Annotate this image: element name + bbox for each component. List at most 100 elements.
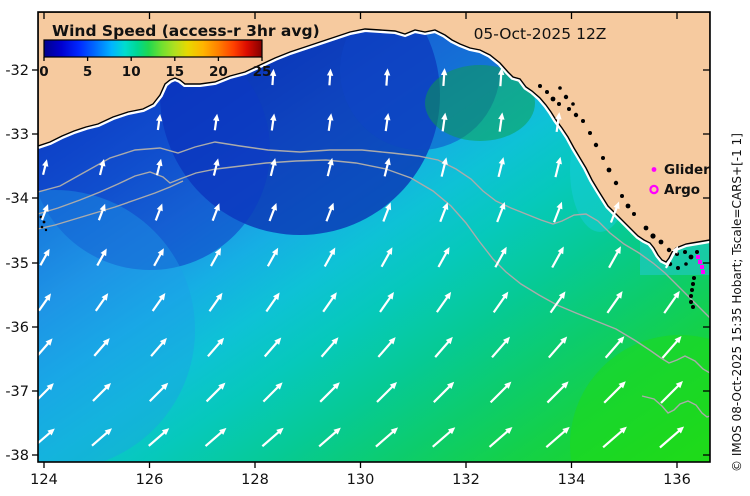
- datetime-label: 05-Oct-2025 12Z: [474, 25, 607, 43]
- platform-tracks: [689, 255, 705, 309]
- wind-arrow: [323, 247, 336, 268]
- wind-arrow: [204, 427, 227, 447]
- island-speck: [684, 262, 688, 266]
- wind-arrow: [93, 338, 110, 357]
- wind-arrow: [554, 156, 562, 178]
- argo-position-dot: [696, 255, 700, 259]
- wind-arrow: [148, 428, 170, 447]
- wind-arrow: [549, 291, 566, 314]
- island-speck: [44, 228, 48, 232]
- island-speck: [573, 112, 579, 118]
- argo-position-dot: [700, 265, 704, 269]
- wind-arrow: [40, 204, 49, 221]
- wind-arrow: [270, 113, 277, 131]
- wind-arrow: [553, 201, 563, 223]
- island-speck: [42, 220, 46, 224]
- island-speck: [593, 142, 599, 148]
- wind-arrow: [326, 68, 334, 86]
- wind-arrow: [380, 247, 393, 268]
- colorbar-tick-label: 25: [253, 64, 272, 80]
- wind-arrow: [551, 246, 564, 269]
- glider-track-dot: [689, 294, 693, 298]
- wind-arrow: [489, 381, 512, 404]
- glider-track-dot: [689, 300, 693, 304]
- wind-arrow: [603, 381, 626, 404]
- wind-arrow: [148, 382, 169, 403]
- wind-arrow: [497, 157, 505, 178]
- wind-arrow: [261, 427, 284, 448]
- island-speck: [676, 266, 680, 270]
- argo-position-dot: [701, 270, 705, 274]
- wind-arrow: [318, 427, 341, 448]
- wind-arrow: [497, 67, 505, 87]
- colorbar-tick-label: 20: [209, 64, 228, 80]
- wind-arrow: [208, 292, 223, 312]
- wind-arrow: [97, 203, 106, 221]
- glider-track-dot: [691, 305, 695, 309]
- island-speck: [601, 156, 605, 160]
- wind-arrow: [38, 428, 55, 445]
- wind-arrow: [609, 201, 620, 223]
- wind-arrow: [661, 336, 682, 359]
- wind-arrow: [269, 158, 277, 177]
- wind-arrow: [155, 114, 163, 131]
- colorbar: Wind Speed (access-r 3hr avg) 0 5 10 15 20 25: [39, 22, 319, 80]
- wind-arrow: [38, 293, 52, 312]
- island-speck: [550, 96, 556, 102]
- island-speck: [538, 84, 542, 88]
- wind-arrow: [212, 158, 220, 176]
- contour-line: [38, 141, 710, 319]
- land-australia: [38, 12, 710, 263]
- island-speck: [632, 212, 636, 216]
- lat-tick-label: -34: [5, 191, 29, 207]
- wind-arrow: [268, 203, 277, 222]
- wind-arrow: [488, 427, 513, 448]
- lon-tick-label: 126: [136, 472, 164, 488]
- wind-arrow: [439, 202, 449, 223]
- wind-arrow: [664, 246, 679, 269]
- wind-arrow: [491, 336, 510, 359]
- contour-line: [38, 180, 184, 230]
- glider-track-dot: [692, 276, 696, 280]
- island-speck: [567, 107, 571, 111]
- wind-arrow: [498, 112, 505, 132]
- wind-arrows: [38, 67, 685, 449]
- wind-arrow: [437, 247, 450, 268]
- wind-arrow: [606, 291, 623, 314]
- wind-arrow: [375, 427, 399, 448]
- wind-arrow: [153, 248, 164, 267]
- island-speck: [563, 94, 569, 100]
- contour-line: [641, 395, 710, 418]
- wind-arrow: [434, 336, 453, 358]
- wind-arrow: [41, 159, 49, 176]
- island-speck: [557, 102, 561, 106]
- wind-arrow: [326, 157, 334, 177]
- colorbar-tick-label: 10: [122, 64, 141, 80]
- island-speck: [620, 194, 624, 198]
- island-speck: [40, 225, 44, 229]
- wind-arrow: [659, 426, 685, 449]
- wind-arrow: [377, 337, 396, 358]
- island-speck: [606, 167, 612, 173]
- colorbar-ticks: 0 5 10 15 20 25: [39, 57, 271, 80]
- wind-arrow: [376, 381, 398, 403]
- wind-arrow: [496, 202, 506, 223]
- wind-arrow: [555, 112, 562, 133]
- wind-arrow: [440, 157, 448, 177]
- argo-label: Argo: [664, 182, 700, 198]
- map-border: [37, 11, 711, 463]
- lat-tick-label: -36: [5, 320, 29, 336]
- island-speck: [683, 250, 687, 254]
- platform-legend: Glider Argo: [649, 162, 710, 198]
- island-speck: [675, 252, 679, 256]
- wind-arrow: [384, 112, 391, 132]
- wind-arrow: [265, 292, 280, 313]
- lat-tick-label: -38: [5, 448, 29, 464]
- colorbar-gradient: [43, 39, 263, 58]
- wind-arrow: [320, 337, 339, 358]
- wind-arrow: [211, 203, 220, 222]
- island-specks: [39, 84, 699, 270]
- wind-arrow: [38, 338, 53, 357]
